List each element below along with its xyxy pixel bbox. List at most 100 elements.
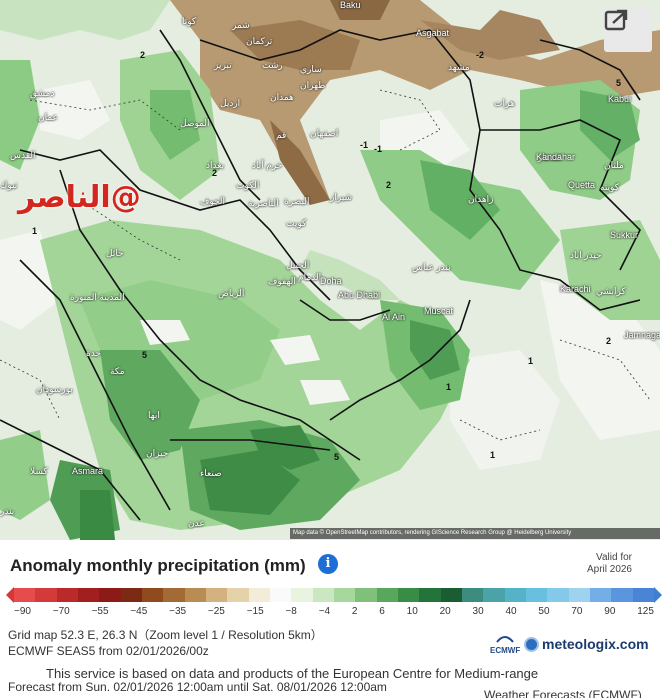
city-label: تبريز (214, 60, 232, 70)
scale-tick-label: 30 (472, 606, 484, 617)
city-label: حائل (106, 248, 124, 258)
color-bin (440, 588, 462, 602)
contour-label: 2 (606, 336, 612, 346)
city-label: البصرة (284, 196, 310, 206)
info-icon[interactable]: i (318, 554, 338, 574)
city-label: شيراز (330, 192, 353, 202)
city-label: كوتا (182, 16, 197, 26)
city-label: الجوف (200, 196, 226, 206)
ecmwf-label: ECMWF (490, 646, 521, 655)
city-label-en: Baku (340, 0, 361, 10)
contour-label: 1 (446, 382, 452, 392)
color-scale-bins (14, 588, 654, 602)
city-label: جدة (86, 348, 102, 358)
contour-label: 5 (142, 350, 148, 360)
city-label: كويته (600, 182, 619, 192)
city-label: المدينة المنورة (70, 292, 125, 302)
city-label: شمر (232, 20, 250, 30)
city-label: رشت (262, 60, 283, 70)
contour-label: -1 (374, 144, 383, 154)
city-label: همدان (270, 92, 294, 102)
city-label: حيدر اباد (570, 250, 602, 260)
contour-label: 2 (212, 168, 218, 178)
color-bin (35, 588, 57, 602)
globe-icon (524, 636, 539, 652)
color-bin (312, 588, 334, 602)
city-label: خرم آباد (252, 160, 283, 170)
share-icon (604, 9, 628, 31)
contour-label: 1 (528, 356, 534, 366)
color-bin (227, 588, 249, 602)
color-bin (483, 588, 505, 602)
city-label-en: Asmara (72, 466, 104, 476)
scale-tick-label: −90 (14, 606, 31, 617)
valid-for-value: April 2026 (586, 564, 632, 575)
contour-label: 5 (616, 78, 622, 88)
color-bin (611, 588, 633, 602)
city-label: هرات (494, 98, 515, 108)
city-label: عدن (188, 518, 205, 528)
grid-info: Grid map 52.3 E, 26.3 N（Zoom level 1 / R… (8, 628, 323, 642)
city-label: بورسودان (36, 384, 73, 394)
scale-tick-label: −70 (52, 606, 70, 617)
city-label-en: Abu Dhabi (338, 290, 381, 300)
city-label: ارديل (220, 98, 241, 108)
color-scale (6, 586, 662, 604)
ecmwf-logo[interactable]: ECMWF (490, 634, 520, 655)
city-label: بندر (0, 506, 15, 516)
color-bin (291, 588, 313, 602)
color-bin (269, 588, 292, 602)
scale-tick-label: 50 (538, 606, 550, 617)
color-bin (376, 588, 398, 602)
scale-arrow-left (6, 587, 14, 603)
ecmwf-fullname: Weather Forecasts (ECMWF) (484, 688, 642, 698)
color-bin (355, 588, 377, 602)
scale-arrow-right (654, 587, 662, 603)
city-label: عمان (38, 112, 58, 122)
city-label: الدمام (298, 272, 322, 282)
city-label-en: Quetta (568, 180, 596, 190)
color-bin (547, 588, 569, 602)
scale-tick-label: −8 (285, 606, 297, 617)
scale-tick-label: −4 (318, 606, 331, 617)
color-bin (504, 588, 526, 602)
scale-tick-label: 2 (351, 606, 358, 617)
city-label-en: Sukkur (610, 230, 639, 240)
scale-tick-label: 20 (439, 606, 451, 617)
city-label-en: Asgabat (416, 28, 450, 38)
author-watermark: @الناصر (18, 180, 141, 215)
color-bin (120, 588, 142, 602)
map-graphic (0, 0, 660, 540)
color-bin (141, 588, 164, 602)
ecmwf-logo-icon (496, 636, 514, 643)
city-label: الموصل (180, 118, 210, 128)
city-label: تبوك (0, 180, 18, 190)
color-bin (333, 588, 356, 602)
city-label: كويت (286, 218, 307, 228)
share-button[interactable] (604, 8, 652, 52)
city-label: ملتان (604, 160, 624, 170)
contour-label: 2 (140, 50, 146, 60)
color-bin (632, 588, 654, 602)
scale-tick-label: −15 (246, 606, 264, 617)
precipitation-map[interactable]: كوتا شمر تركمان مشهد ساري رشت طهران تبري… (0, 0, 660, 540)
city-label: كراتشي (596, 286, 626, 296)
valid-for: Valid for April 2026 (587, 552, 632, 576)
valid-for-label: Valid for (596, 552, 632, 563)
contour-label: 1 (490, 450, 496, 460)
contour-label: -2 (476, 50, 485, 60)
color-bin (14, 588, 36, 602)
color-bin (568, 588, 590, 602)
color-bin (163, 588, 185, 602)
city-label: بندر عباس (412, 262, 451, 272)
meteologix-link[interactable]: meteologix.com (524, 636, 649, 652)
scale-tick-label: −55 (91, 606, 109, 617)
city-label: صنعاء (200, 468, 222, 478)
color-bin (525, 588, 548, 602)
city-label: الكوت (236, 180, 260, 190)
brand-name: meteologix.com (542, 636, 649, 652)
model-run: ECMWF SEAS5 from 02/01/2026/00z (8, 644, 209, 658)
color-bin (248, 588, 270, 602)
color-bin (589, 588, 612, 602)
city-label: طهران (300, 80, 326, 90)
